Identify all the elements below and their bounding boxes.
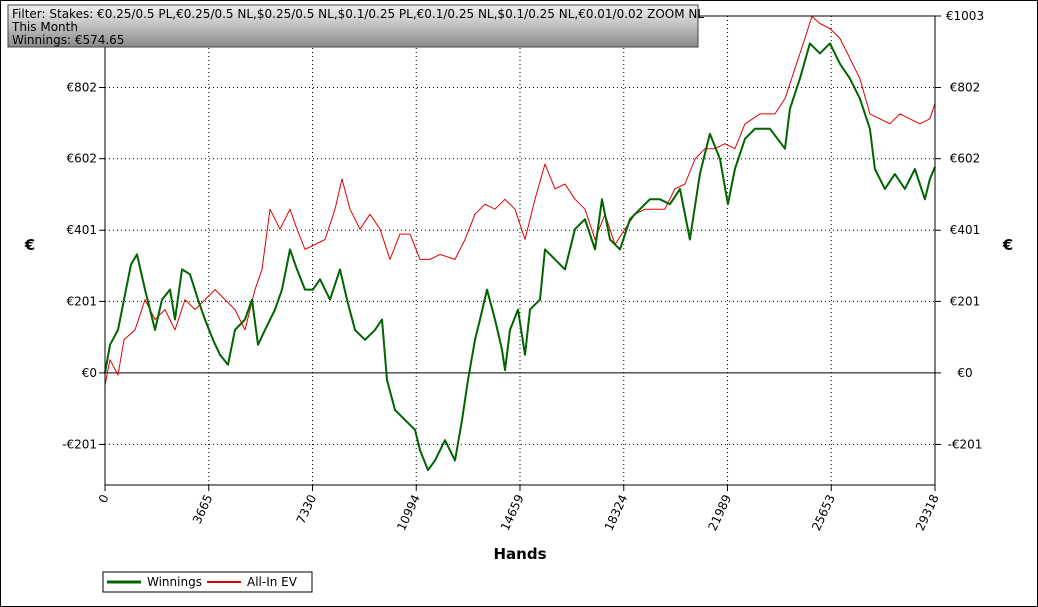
y-tick-label: €802 [66, 81, 97, 95]
y-tick-label-right: €201 [950, 294, 981, 308]
y-tick-label-right: €802 [950, 81, 981, 95]
y-tick-label-right: €401 [950, 223, 981, 237]
filter-text: Winnings: €574.65 [12, 33, 124, 47]
y-tick-label: -€201 [62, 437, 97, 451]
y-tick-label: €0 [82, 366, 97, 380]
filter-box [7, 4, 699, 48]
y-tick-label: €201 [66, 294, 97, 308]
legend-label: All-In EV [247, 575, 298, 589]
legend-label: Winnings [147, 575, 202, 589]
filter-text: Filter: Stakes: €0.25/0.5 PL,€0.25/0.5 N… [12, 7, 704, 21]
y-tick-label-right: -€201 [948, 437, 983, 451]
y-tick-label: €602 [66, 152, 97, 166]
y-axis-title-right: € [1002, 236, 1013, 254]
y-tick-label-right: €602 [950, 152, 981, 166]
y-tick-label-right: €0 [957, 366, 972, 380]
series-line [104, 15, 936, 386]
y-axis-title: € [24, 236, 35, 254]
y-tick-label-right: €1003 [946, 9, 984, 23]
x-axis-title: Hands [493, 545, 546, 563]
series-line [104, 42, 936, 472]
plot [104, 15, 936, 472]
filter-text: This Month [11, 20, 78, 34]
legend: Winnings All-In EV [102, 571, 313, 593]
grid [105, 15, 935, 485]
y-tick-label: €401 [66, 223, 97, 237]
